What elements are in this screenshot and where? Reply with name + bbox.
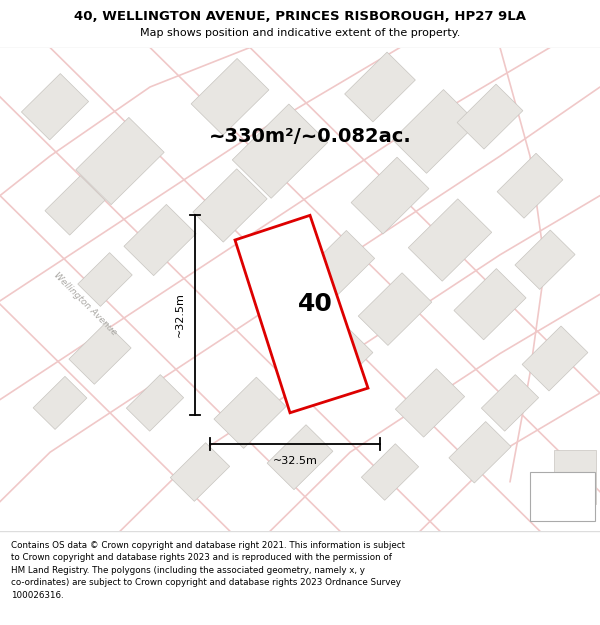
Polygon shape bbox=[170, 442, 230, 501]
Polygon shape bbox=[358, 273, 432, 346]
Polygon shape bbox=[191, 59, 269, 135]
Polygon shape bbox=[232, 104, 328, 198]
Text: Contains OS data © Crown copyright and database right 2021. This information is : Contains OS data © Crown copyright and d… bbox=[11, 541, 405, 599]
Polygon shape bbox=[127, 374, 184, 431]
Text: ~32.5m: ~32.5m bbox=[272, 456, 317, 466]
Polygon shape bbox=[392, 89, 478, 173]
Polygon shape bbox=[344, 52, 415, 122]
Polygon shape bbox=[515, 230, 575, 289]
Text: 40: 40 bbox=[298, 292, 333, 316]
Text: ~330m²/~0.082ac.: ~330m²/~0.082ac. bbox=[209, 127, 412, 146]
Polygon shape bbox=[361, 444, 419, 500]
Polygon shape bbox=[395, 369, 464, 437]
Polygon shape bbox=[69, 323, 131, 384]
Polygon shape bbox=[193, 169, 267, 242]
Polygon shape bbox=[305, 231, 374, 299]
Polygon shape bbox=[22, 74, 89, 140]
Text: Map shows position and indicative extent of the property.: Map shows position and indicative extent… bbox=[140, 28, 460, 38]
Polygon shape bbox=[235, 216, 368, 412]
Polygon shape bbox=[457, 84, 523, 149]
Polygon shape bbox=[351, 158, 429, 234]
Polygon shape bbox=[454, 269, 526, 340]
Polygon shape bbox=[267, 425, 333, 489]
Text: ~32.5m: ~32.5m bbox=[175, 292, 185, 338]
Polygon shape bbox=[554, 450, 596, 504]
Polygon shape bbox=[408, 199, 492, 281]
Polygon shape bbox=[522, 326, 588, 391]
Polygon shape bbox=[33, 376, 87, 429]
Text: Wellington Avenue: Wellington Avenue bbox=[52, 271, 118, 338]
Polygon shape bbox=[78, 253, 132, 306]
Polygon shape bbox=[124, 204, 196, 276]
Polygon shape bbox=[497, 153, 563, 218]
Polygon shape bbox=[449, 421, 511, 483]
Text: 40, WELLINGTON AVENUE, PRINCES RISBOROUGH, HP27 9LA: 40, WELLINGTON AVENUE, PRINCES RISBOROUG… bbox=[74, 9, 526, 22]
Polygon shape bbox=[481, 374, 539, 431]
Polygon shape bbox=[307, 326, 373, 391]
Bar bbox=[530, 472, 595, 521]
Polygon shape bbox=[45, 176, 105, 235]
Polygon shape bbox=[76, 118, 164, 204]
Polygon shape bbox=[214, 377, 286, 448]
